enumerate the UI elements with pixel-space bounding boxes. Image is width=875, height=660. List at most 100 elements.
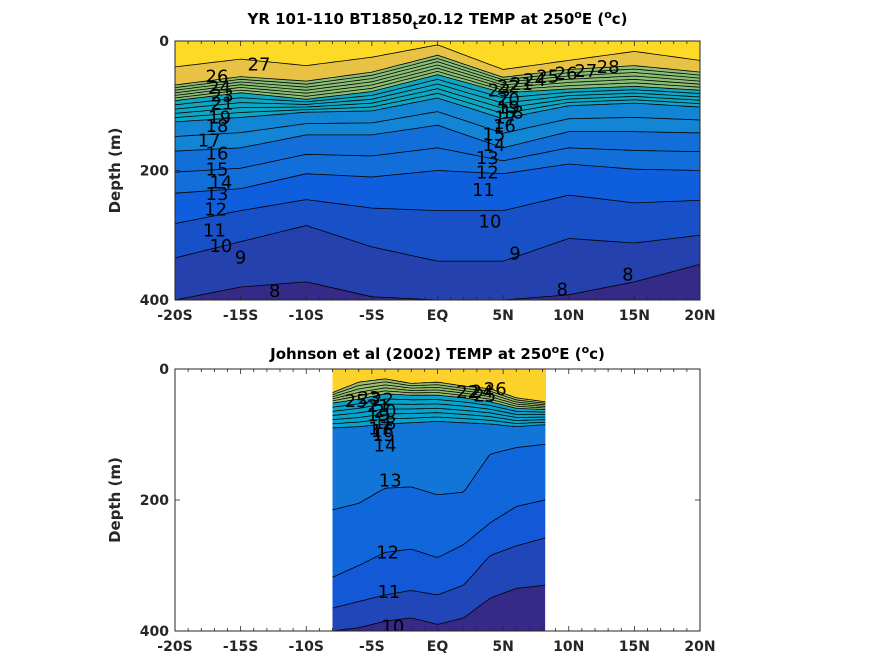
contour-label: 13 [206,184,229,205]
x-tick-label: 20N [684,308,715,324]
x-tick-label: -5S [359,308,385,324]
contour-label: 18 [206,116,229,137]
contour-line [332,443,546,511]
contour-label: 23 [488,81,511,102]
contour-line [175,163,700,194]
contour-labels: 2726242321191817161514131211109823222124… [198,55,634,300]
y-axis-label: Depth (m) [106,128,124,214]
contour-label: 20 [374,401,397,422]
contour-line [332,416,546,425]
band-27 [175,41,700,70]
y-axis: 0 200 400 [140,362,700,640]
x-tick-label: -10S [289,639,324,655]
contour-label: 25 [473,386,496,407]
contour-label: 23 [211,86,234,107]
contour-label: 17 [494,108,517,129]
model-temperature-panel: 2726242321191817161514131211109823222124… [106,8,716,324]
contour-label: 9 [235,248,246,269]
chart-title: Johnson et al (2002) TEMP at 250oE (oc) [269,343,605,363]
contour-label: 24 [208,77,231,98]
x-tick-label: -15S [223,639,258,655]
contour-line [175,83,700,110]
contour-line [175,58,700,88]
observed-temperature-panel: 25232221201918171615142224252613121110-2… [106,343,716,655]
contour-label: 21 [211,93,234,114]
contour-label: 17 [198,130,221,151]
contour-label: 25 [536,66,559,87]
contour-line [332,387,546,407]
y-tick-label: 0 [159,362,169,378]
contour-label: 18 [374,413,397,434]
contour-line [332,537,546,609]
x-tick-label: EQ [427,639,449,655]
contour-label: 10 [381,617,404,638]
contour-label: 15 [482,125,505,146]
contour-line [332,390,546,409]
x-tick-label: -20S [157,639,192,655]
x-tick-label: 15N [619,308,650,324]
contour-line [175,264,700,300]
contour-line [175,92,700,119]
contour-lines [332,378,546,631]
contour-label: 11 [472,180,495,201]
contour-line [175,97,700,123]
contour-label: 17 [368,418,391,439]
y-axis-label: Depth (m) [106,457,124,543]
contour-label: 24 [523,70,546,91]
x-tick-label: 10N [553,308,584,324]
contour-line [175,67,700,96]
contour-label: 14 [209,172,232,193]
y-tick-label: 200 [140,493,169,509]
contour-label: 13 [379,471,402,492]
contour-label: 16 [206,143,229,164]
x-tick-label: -5S [359,639,385,655]
contour-label: 13 [476,148,499,169]
contour-line [332,398,546,413]
contour-label: 12 [204,200,227,221]
contour-line [332,381,546,404]
contour-label: 19 [208,108,231,129]
contour-line [332,499,546,578]
contour-label: 11 [203,220,226,241]
contour-line [332,584,546,631]
contour-label: 10 [209,236,232,257]
x-tick-label: 10N [553,639,584,655]
contour-line [332,421,546,429]
contour-line [332,378,546,403]
contour-line [175,74,700,101]
contour-line [332,407,546,418]
contour-label: 18 [501,103,524,124]
contour-line [175,88,700,114]
contour-label: 8 [556,279,567,300]
contour-line [332,412,546,421]
band-25 [332,369,546,402]
x-tick-label: -15S [223,308,258,324]
contour-label: 22 [456,382,479,403]
contour-label: 15 [372,425,395,446]
contour-label: 28 [597,57,620,78]
x-axis: -20S -15S -10S -5S EQ 5N 10N 15N 20N [157,369,716,655]
x-tick-label: EQ [427,308,449,324]
contour-label: 23 [358,388,381,409]
y-tick-label: 400 [140,624,169,640]
x-tick-label: 20N [684,639,715,655]
chart-title: YR 101-110 BT1850tz0.12 TEMP at 250oE (o… [246,8,627,32]
x-tick-label: -10S [289,308,324,324]
contour-label: 9 [509,244,520,265]
contour-label: 24 [471,382,494,403]
contour-label: 21 [510,74,533,95]
contour-label: 20 [497,90,520,111]
contour-line [332,384,546,406]
contour-label: 16 [371,421,394,442]
contour-label: 27 [574,61,597,82]
contour-label: 27 [248,55,271,76]
contour-line [175,78,700,106]
y-tick-label: 200 [140,164,169,180]
contour-line [175,61,700,91]
contour-label: 11 [377,582,400,603]
contour-label: 25 [345,391,368,412]
contour-line [175,147,700,173]
x-tick-label: 5N [492,308,513,324]
